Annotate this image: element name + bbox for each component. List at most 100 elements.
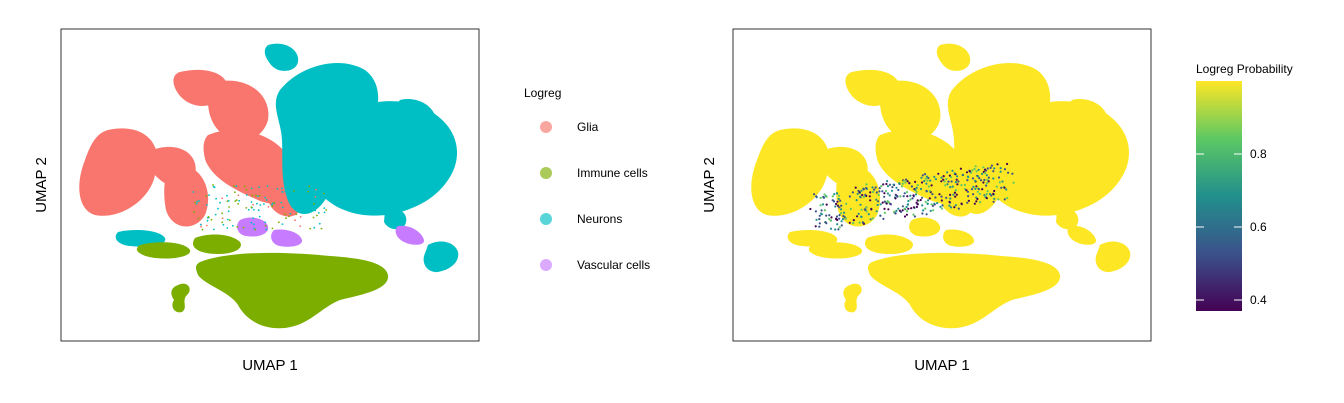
scatter-point	[245, 207, 248, 209]
scatter-point	[299, 216, 302, 218]
scatter-point	[253, 209, 255, 211]
colorbar-tick-label: 0.4	[1250, 293, 1267, 307]
scatter-point	[840, 204, 843, 207]
scatter-point	[313, 226, 316, 229]
scatter-point	[970, 188, 974, 191]
points-glia	[79, 69, 301, 227]
scatter-point	[920, 196, 924, 199]
scatter-point	[929, 209, 932, 212]
scatter-point	[875, 210, 878, 213]
scatter-point	[883, 207, 886, 210]
scatter-point	[221, 212, 224, 215]
scatter-point	[916, 203, 919, 206]
scatter-point	[854, 186, 857, 189]
scatter-point	[876, 203, 879, 207]
points-immune	[136, 234, 389, 329]
scatter-point	[940, 199, 943, 202]
scatter-point	[201, 228, 204, 231]
scatter-point	[903, 215, 907, 218]
scatter-point	[930, 203, 933, 206]
scatter-point	[968, 170, 971, 173]
scatter-point	[237, 202, 240, 205]
scatter-point	[988, 193, 992, 196]
scatter-point	[221, 197, 224, 200]
scatter-point	[904, 181, 907, 184]
scatter-point	[849, 207, 852, 211]
scatter-point	[951, 185, 954, 188]
scatter-point	[819, 204, 822, 207]
scatter-point	[985, 192, 988, 196]
scatter-point	[926, 179, 929, 182]
scatter-point	[931, 193, 934, 196]
scatter-point	[875, 198, 878, 201]
panel-1: UMAP 1 UMAP 2 Logreg Glia Immune cells N…	[33, 28, 650, 374]
scatter-point	[843, 211, 846, 214]
scatter-point	[948, 200, 951, 203]
scatter-point	[919, 198, 922, 202]
scatter-point	[920, 181, 924, 184]
scatter-point	[825, 214, 828, 217]
scatter-point	[210, 218, 213, 221]
scatter-point	[870, 208, 873, 211]
scatter-point	[978, 192, 981, 196]
scatter-point	[954, 189, 957, 192]
scatter-point	[895, 186, 898, 189]
scatter-point	[953, 206, 956, 209]
scatter-point	[237, 194, 240, 197]
scatter-point	[887, 201, 890, 204]
scatter-point	[957, 180, 960, 183]
scatter-point	[828, 214, 831, 217]
scatter-point	[219, 201, 222, 204]
scatter-point	[289, 212, 292, 215]
scatter-point	[235, 199, 238, 202]
scatter-point	[915, 190, 918, 193]
scatter-point	[1007, 171, 1010, 174]
scatter-point	[953, 172, 956, 175]
scatter-point	[835, 217, 838, 220]
scatter-point	[871, 190, 874, 194]
scatter-point	[895, 209, 898, 212]
scatter-point	[972, 185, 975, 188]
legend-key-glia	[540, 121, 552, 133]
scatter-point	[226, 194, 228, 197]
scatter-point	[937, 172, 940, 175]
scatter-point	[910, 185, 913, 188]
scatter-point	[924, 207, 927, 210]
scatter-point	[845, 202, 848, 205]
scatter-point	[227, 200, 230, 202]
scatter-point	[966, 201, 969, 204]
colorbar: Logreg Probability 0.8 0.6 0.4	[1196, 62, 1293, 311]
scatter-point	[305, 192, 308, 194]
scatter-point	[963, 183, 966, 187]
scatter-point	[938, 193, 941, 196]
scatter-point	[878, 190, 881, 193]
scatter-point	[940, 195, 943, 198]
scatter-point	[965, 171, 969, 174]
scatter-point	[820, 212, 823, 215]
scatter-point	[825, 203, 828, 206]
scatter-point	[975, 170, 978, 173]
scatter-point	[932, 209, 935, 212]
scatter-point	[325, 209, 328, 211]
scatter-point	[940, 207, 943, 210]
scatter-point	[877, 200, 880, 203]
scatter-point	[975, 200, 978, 203]
scatter-point	[993, 197, 996, 200]
scatter-point	[915, 205, 918, 208]
scatter-point	[967, 199, 970, 202]
x-axis-label-2: UMAP 1	[914, 357, 970, 374]
scatter-point	[878, 187, 881, 190]
scatter-point	[967, 195, 970, 198]
scatter-point	[834, 205, 837, 208]
scatter-point	[838, 206, 841, 209]
scatter-point	[898, 209, 901, 212]
scatter-point	[947, 180, 950, 183]
scatter-point	[951, 169, 954, 172]
scatter-point	[271, 227, 274, 230]
scatter-point	[936, 202, 939, 205]
scatter-point	[985, 182, 988, 185]
scatter-point	[856, 215, 859, 218]
scatter-point	[252, 217, 255, 220]
scatter-point	[855, 199, 858, 202]
